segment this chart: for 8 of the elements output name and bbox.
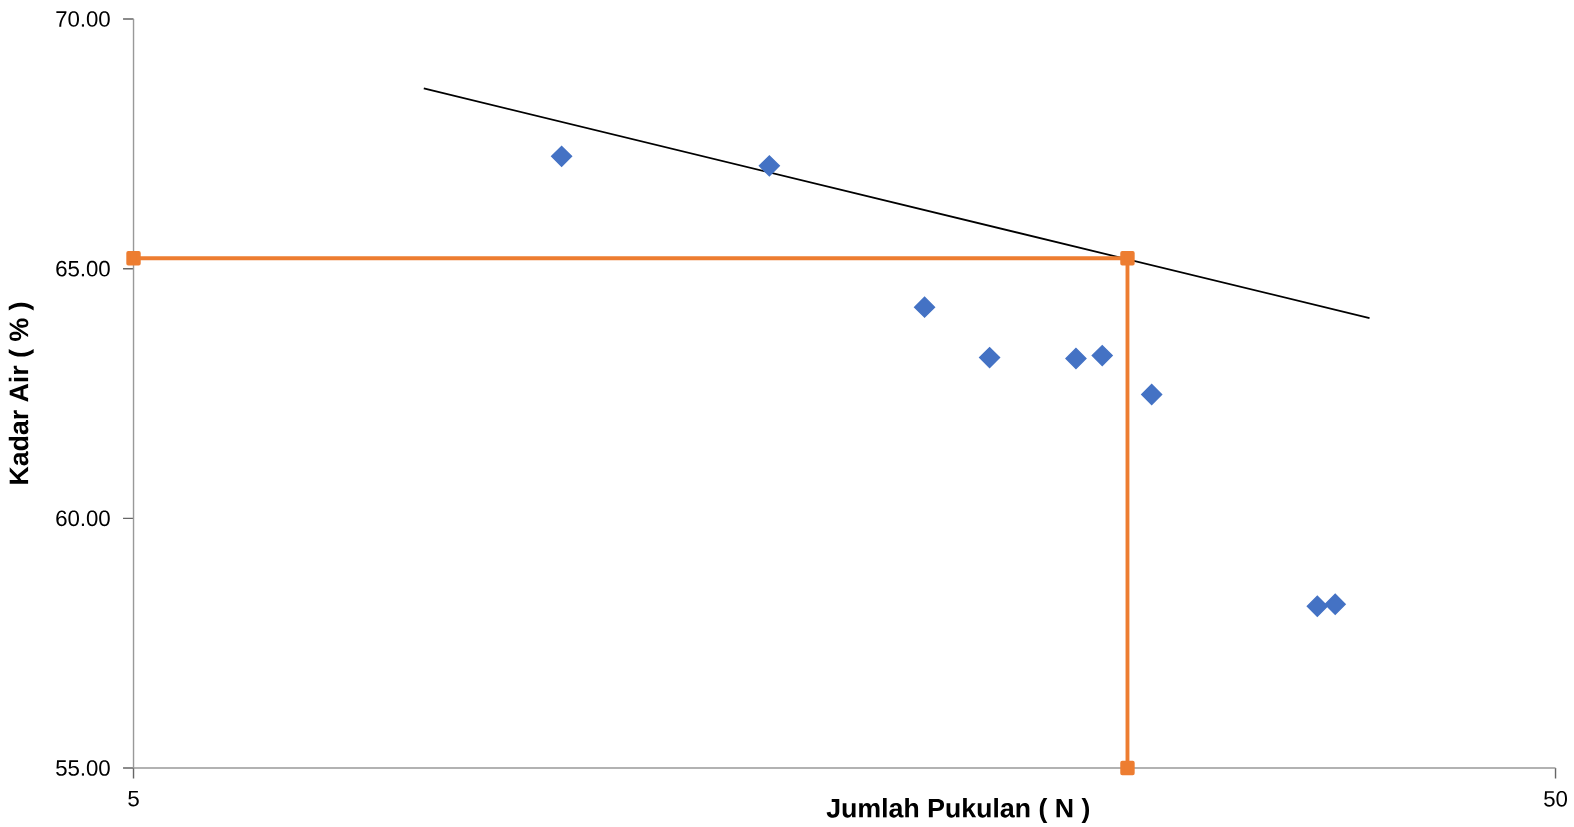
x-tick-label: 50 [1544, 790, 1567, 807]
x-tick-label: 5 [128, 790, 139, 807]
y-tick-label: 70.00 [56, 11, 110, 27]
x-axis-title: Jumlah Pukulan ( N ) [826, 798, 1090, 823]
y-tick-label: 55.00 [56, 760, 110, 776]
y-tick-label: 60.00 [56, 510, 110, 527]
y-axis-title: Kadar Air ( % ) [8, 302, 34, 484]
y-tick-label: 65.00 [56, 260, 110, 277]
